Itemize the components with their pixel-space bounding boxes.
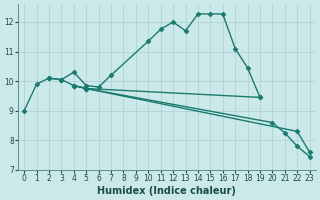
X-axis label: Humidex (Indice chaleur): Humidex (Indice chaleur) — [98, 186, 236, 196]
